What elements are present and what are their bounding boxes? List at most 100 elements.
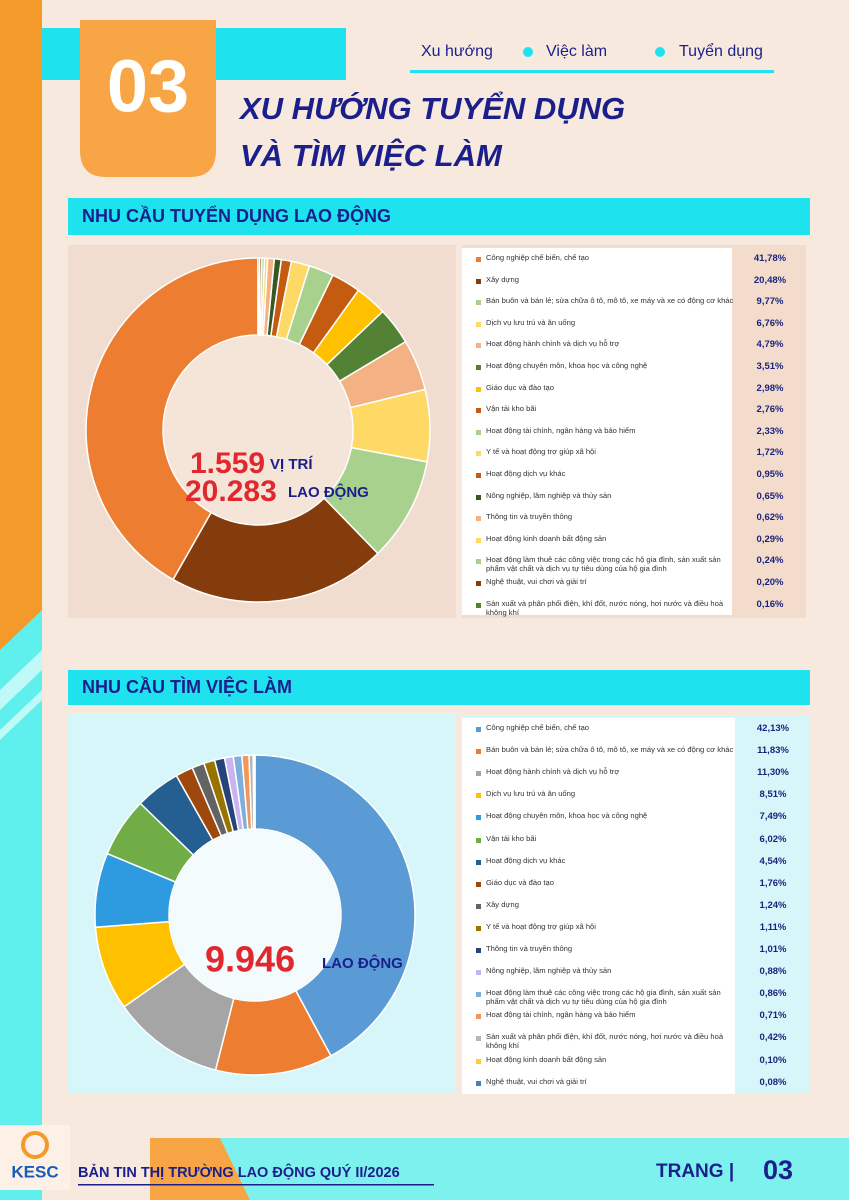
center-text: 20.283 xyxy=(185,475,277,508)
value-label: 3,51% xyxy=(756,361,784,372)
nav-item: Xu hướng xyxy=(421,43,493,60)
legend-swatch xyxy=(476,473,481,478)
legend-label: Nông nghiệp, lâm nghiệp và thủy sản xyxy=(486,490,612,500)
legend-label: Hoạt động kinh doanh bất động sản xyxy=(486,1054,607,1064)
legend-swatch xyxy=(476,408,481,414)
legend-row: Bán buôn và bán lẻ; sửa chữa ô tô, mô tô… xyxy=(462,296,806,307)
legend-row: Thông tin và truyền thông 0,62% xyxy=(462,512,806,523)
page-label: TRANG | xyxy=(656,1161,734,1182)
legend-row: Hoạt động chuyên môn, khoa học và công n… xyxy=(462,811,809,822)
nav-dot xyxy=(523,47,533,57)
legend-swatch xyxy=(476,300,481,306)
value-label: 1,01% xyxy=(759,944,787,955)
value-label: 1,72% xyxy=(756,447,784,459)
value-label: 0,62% xyxy=(756,512,784,524)
legend-swatch xyxy=(476,343,481,349)
side-strip xyxy=(0,0,42,650)
donut-segment xyxy=(85,257,259,581)
legend-row: Hoạt động hành chính và dịch vụ hỗ trợ 4,… xyxy=(462,339,806,350)
legend-swatch xyxy=(476,581,481,586)
center-text: LAO ĐỘNG xyxy=(322,954,403,972)
legend-row: Giáo dục và đào tạo 2,98% xyxy=(462,383,806,394)
legend-label: Nông nghiệp, lâm nghiệp và thủy sản xyxy=(486,966,612,976)
legend-label-column xyxy=(462,248,732,616)
footer-title: BẢN TIN THỊ TRƯỜNG LAO ĐỘNG QUÝ II/2026 xyxy=(78,1163,400,1181)
section-title: NHU CẦU TUYỂN DỤNG LAO ĐỘNG xyxy=(82,205,391,226)
legend-swatch xyxy=(476,1080,481,1086)
legend-swatch xyxy=(476,970,481,976)
legend-label: Hoạt động dịch vụ khác xyxy=(486,855,566,865)
value-label: 6,02% xyxy=(759,833,787,845)
legend-swatch xyxy=(476,1058,481,1064)
legend-row: Sản xuất và phân phối điện, khí đốt, nướ… xyxy=(462,599,806,617)
legend-row: Dịch vụ lưu trú và ăn uống 8,51% xyxy=(462,789,809,800)
value-label: 0,24% xyxy=(756,555,784,567)
nav-dot xyxy=(655,47,665,57)
value-label: 7,49% xyxy=(759,811,787,823)
value-label: 42,13% xyxy=(756,723,790,734)
value-label: 2,33% xyxy=(756,425,784,437)
value-label: 0,42% xyxy=(759,1032,787,1044)
value-label: 11,30% xyxy=(757,767,789,779)
legend-label: Dịch vụ lưu trú và ăn uống xyxy=(486,789,576,799)
legend-row: Bán buôn và bán lẻ; sửa chữa ô tô, mô tô… xyxy=(462,745,809,756)
legend-row: Xây dựng 20,48% xyxy=(462,275,806,286)
legend-label: Bán buôn và bán lẻ; sửa chữa ô tô, mô tô… xyxy=(486,296,734,306)
legend-row: Hoạt động tài chính, ngân hàng và bảo hi… xyxy=(462,1010,809,1021)
center-text: VỊ TRÍ xyxy=(270,456,313,473)
side-stripe xyxy=(0,650,42,710)
legend-row: Y tế và hoạt động trợ giúp xã hội 1,11% xyxy=(462,922,809,933)
value-label: 1,76% xyxy=(759,877,787,889)
center-text: 9.946 xyxy=(205,939,295,980)
legend-swatch xyxy=(476,494,481,500)
legend-swatch xyxy=(476,365,481,370)
legend-row: Y tế và hoạt động trợ giúp xã hội 1,72% xyxy=(462,447,806,458)
value-label: 8,51% xyxy=(759,789,787,801)
legend-row: Hoạt động dịch vụ khác 4,54% xyxy=(462,856,809,867)
page-number: 03 xyxy=(763,1155,793,1185)
legend-label: Y tế và hoạt động trợ giúp xã hội xyxy=(486,921,596,931)
legend-label: Giáo dục và đào tạo xyxy=(486,382,554,392)
donut-segment xyxy=(254,754,416,1057)
charts: 1.559 VỊ TRÍ 20.283 LAO ĐỘNG 9.946 LAO ĐỘNG xyxy=(85,257,431,1076)
legend-row: Xây dựng 1,24% xyxy=(462,900,809,911)
legend-label: Dịch vụ lưu trú và ăn uống xyxy=(486,317,576,327)
legend-label: Hoạt động chuyên môn, khoa học và công n… xyxy=(486,361,648,370)
center-text: LAO ĐỘNG xyxy=(288,483,369,501)
legend-row: Công nghiệp chế biến, chế tạo 42,13% xyxy=(462,723,809,734)
legend-row: Hoạt động kinh doanh bất động sản 0,29% xyxy=(462,534,806,545)
legend-label: Hoạt động dịch vụ khác xyxy=(486,469,566,478)
legend-row: Thông tin và truyền thông 1,01% xyxy=(462,944,809,955)
legend-row: Hoạt động kinh doanh bất động sản 0,10% xyxy=(462,1055,809,1066)
legend-swatch xyxy=(476,516,481,522)
legend-swatch xyxy=(476,278,481,284)
legend-row: Nghệ thuật, vui chơi và giải trí 0,20% xyxy=(462,577,806,588)
value-label: 0,71% xyxy=(759,1010,787,1022)
legend-row: Hoạt động chuyên môn, khoa học và công n… xyxy=(462,361,806,372)
legend-row: Nông nghiệp, lâm nghiệp và thủy sản 0,88% xyxy=(462,966,809,977)
section-bar xyxy=(68,198,810,235)
legend-label: Thông tin và truyền thông xyxy=(486,512,573,522)
value-label: 41,78% xyxy=(753,253,787,264)
legend-label: Hoạt động tài chính, ngân hàng và bảo hi… xyxy=(486,1010,636,1020)
legend-table: Công nghiệp chế biến, chế tạo 41,78% Xây d… xyxy=(462,248,806,617)
value-label: 0,08% xyxy=(759,1076,787,1088)
value-label: 0,16% xyxy=(756,598,784,610)
legend-row: Vận tải kho bãi 6,02% xyxy=(462,834,809,845)
legend-swatch xyxy=(476,429,481,435)
section-bar xyxy=(68,670,810,705)
legend-label: Hoạt động làm thuê các công việc trong c… xyxy=(486,988,721,1007)
donut-hole xyxy=(164,336,352,524)
legend-row: Nông nghiệp, lâm nghiệp và thủy sản 0,65% xyxy=(462,491,806,502)
legend-label: Hoạt động làm thuê các công việc trong c… xyxy=(486,555,721,574)
page-title: XU HƯỚNG TUYỂN DỤNG xyxy=(238,91,625,126)
legend-label-column xyxy=(462,718,735,1094)
donut-segment xyxy=(257,257,261,336)
value-label: 6,76% xyxy=(756,317,784,329)
value-label: 0,10% xyxy=(759,1054,787,1066)
legend-swatch xyxy=(476,1014,481,1020)
donut-segment xyxy=(172,497,379,603)
legend-label: Vận tải kho bãi xyxy=(486,404,537,414)
legend-label: Xây dựng xyxy=(486,274,519,284)
legend-label: Công nghiệp chế biến, chế tạo xyxy=(486,723,590,732)
